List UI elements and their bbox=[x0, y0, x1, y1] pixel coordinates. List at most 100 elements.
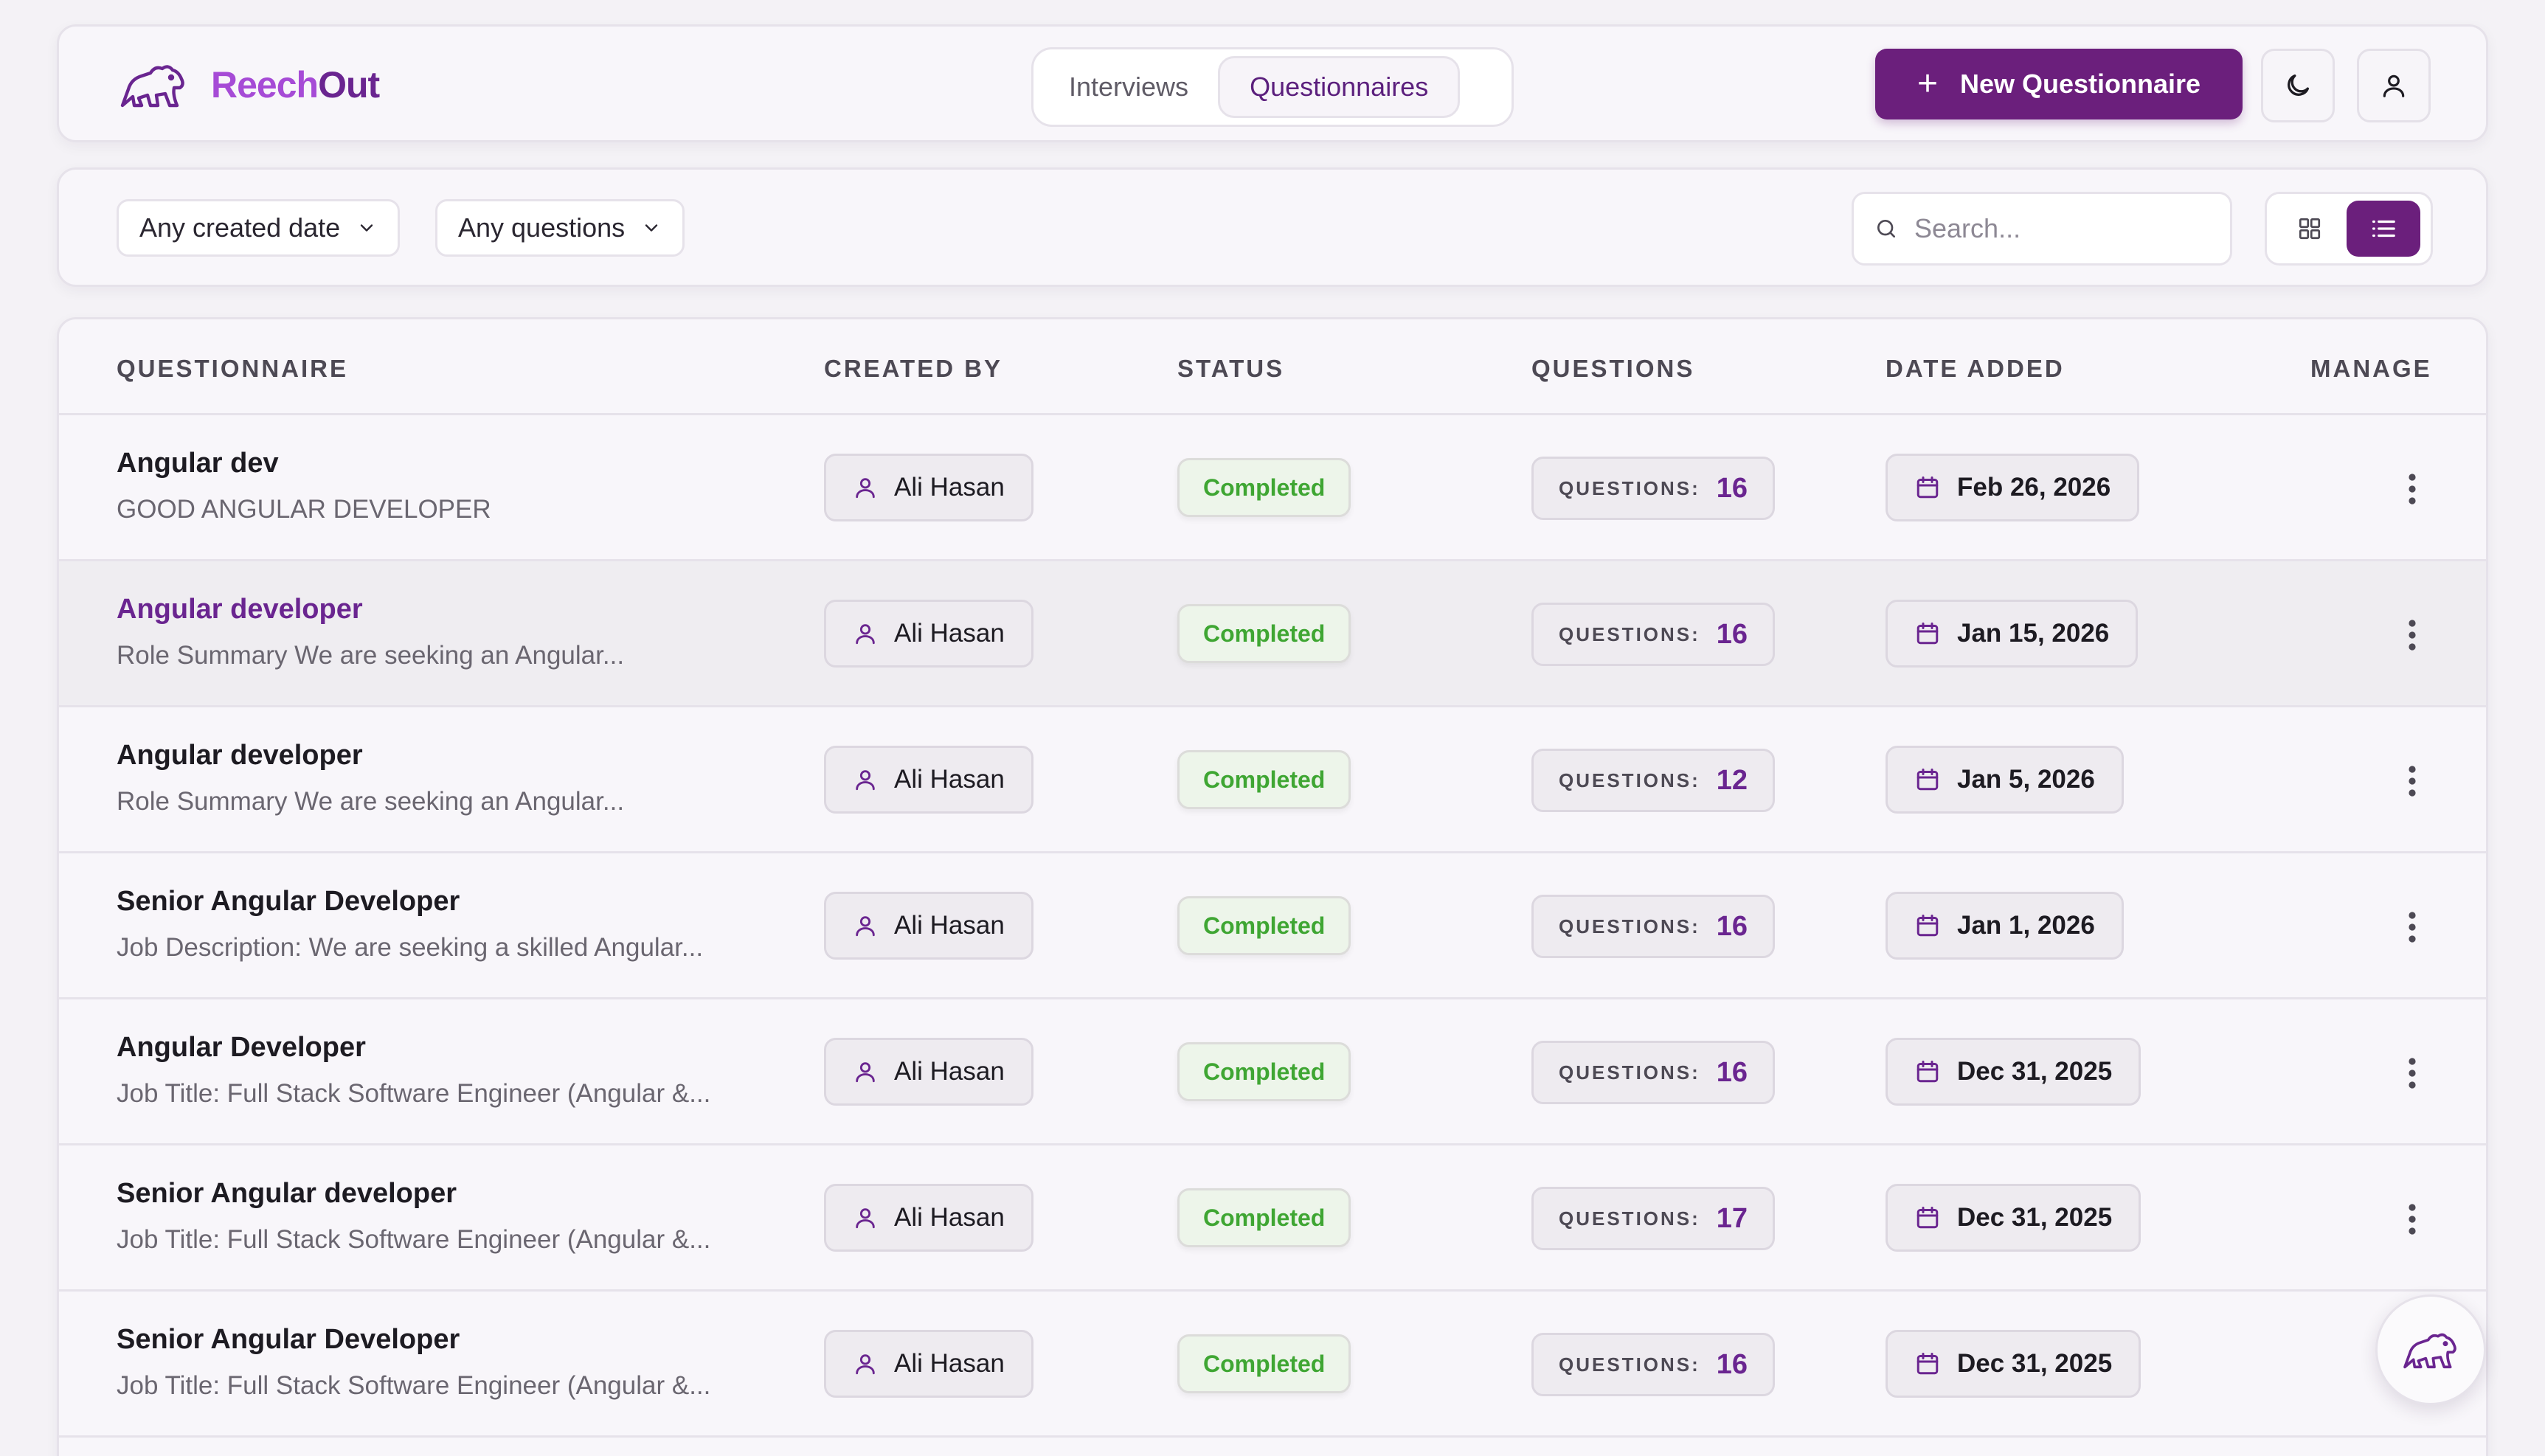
questionnaire-title[interactable]: Senior Angular Developer bbox=[117, 1324, 460, 1355]
user-icon bbox=[856, 770, 875, 791]
date-added-value: Dec 31, 2025 bbox=[1957, 1057, 2113, 1086]
question-count-label: QUESTIONS: bbox=[1559, 1061, 1700, 1084]
status-badge: Completed bbox=[1177, 604, 1351, 663]
table-row[interactable]: Angular Developer Job Title: Full Stack … bbox=[59, 999, 2486, 1145]
calendar-icon bbox=[1916, 623, 1939, 645]
question-count-badge: QUESTIONS: 17 bbox=[1531, 1187, 1776, 1250]
questions-filter-label: Any questions bbox=[458, 212, 626, 243]
date-added-value: Jan 1, 2026 bbox=[1957, 911, 2095, 940]
user-profile-button[interactable] bbox=[2357, 49, 2431, 122]
creator-name: Ali Hasan bbox=[894, 619, 1005, 648]
bear-logo-icon bbox=[120, 65, 184, 108]
question-count-badge: QUESTIONS: 16 bbox=[1531, 1333, 1776, 1396]
main-tabs: Interviews Questionnaires bbox=[1031, 47, 1514, 127]
question-count-badge: QUESTIONS: 16 bbox=[1531, 1041, 1776, 1104]
created-by-chip: Ali Hasan bbox=[824, 1330, 1033, 1398]
created-by-chip: Ali Hasan bbox=[824, 1184, 1033, 1252]
creator-name: Ali Hasan bbox=[894, 1203, 1005, 1232]
column-header-questionnaire[interactable]: QUESTIONNAIRE bbox=[117, 355, 349, 382]
date-added-chip: Jan 5, 2026 bbox=[1886, 746, 2124, 814]
assistant-fab[interactable] bbox=[2375, 1294, 2486, 1405]
questionnaire-title[interactable]: Angular dev bbox=[117, 448, 279, 479]
date-added-chip: Dec 31, 2025 bbox=[1886, 1184, 2141, 1252]
created-by-chip: Ali Hasan bbox=[824, 746, 1033, 814]
row-menu-button[interactable] bbox=[2390, 1197, 2434, 1241]
questionnaire-title[interactable]: Angular Developer bbox=[117, 1032, 366, 1063]
status-badge: Completed bbox=[1177, 896, 1351, 955]
table-row[interactable]: Angular developer Role Summary We are se… bbox=[59, 561, 2486, 707]
question-count-label: QUESTIONS: bbox=[1559, 623, 1700, 645]
user-icon bbox=[856, 624, 875, 645]
creator-name: Ali Hasan bbox=[894, 1349, 1005, 1378]
search-input[interactable] bbox=[1914, 213, 2209, 244]
grid-view-button[interactable] bbox=[2273, 201, 2347, 257]
date-added-value: Jan 5, 2026 bbox=[1957, 765, 2095, 794]
date-added-value: Dec 31, 2025 bbox=[1957, 1349, 2113, 1378]
questions-filter[interactable]: Any questions bbox=[435, 199, 685, 257]
kebab-menu-icon bbox=[2409, 1058, 2416, 1089]
chevron-down-icon bbox=[361, 224, 373, 232]
table-row[interactable]: Senior Angular Developer Job Description… bbox=[59, 853, 2486, 999]
questionnaire-description: Job Title: Full Stack Software Engineer … bbox=[117, 1225, 711, 1254]
row-menu-button[interactable] bbox=[2390, 759, 2434, 803]
date-added-value: Dec 31, 2025 bbox=[1957, 1203, 2113, 1232]
new-questionnaire-button[interactable]: + New Questionnaire bbox=[1875, 49, 2243, 119]
column-header-status[interactable]: STATUS bbox=[1177, 355, 1285, 382]
question-count-label: QUESTIONS: bbox=[1559, 1207, 1700, 1230]
creator-name: Ali Hasan bbox=[894, 911, 1005, 940]
calendar-icon bbox=[1916, 1061, 1939, 1083]
date-added-chip: Dec 31, 2025 bbox=[1886, 1330, 2141, 1398]
question-count-value: 16 bbox=[1716, 472, 1748, 504]
row-menu-button[interactable] bbox=[2390, 1051, 2434, 1095]
date-added-chip: Jan 15, 2026 bbox=[1886, 600, 2139, 668]
chevron-down-icon bbox=[645, 224, 658, 232]
questionnaire-description: Role Summary We are seeking an Angular..… bbox=[117, 787, 625, 816]
date-added-chip: Dec 31, 2025 bbox=[1886, 1038, 2141, 1106]
theme-toggle-button[interactable] bbox=[2261, 49, 2335, 122]
tab-questionnaires[interactable]: Questionnaires bbox=[1218, 56, 1461, 118]
question-count-badge: QUESTIONS: 16 bbox=[1531, 603, 1776, 666]
calendar-icon bbox=[1916, 769, 1939, 791]
user-icon bbox=[856, 1208, 875, 1229]
bear-assistant-icon bbox=[2403, 1333, 2456, 1369]
status-badge: Completed bbox=[1177, 458, 1351, 517]
user-icon bbox=[2383, 74, 2405, 97]
created-date-filter[interactable]: Any created date bbox=[117, 199, 401, 257]
app-name: ReechOut bbox=[211, 64, 380, 105]
moon-icon bbox=[2288, 74, 2309, 96]
created-date-filter-label: Any created date bbox=[139, 212, 341, 243]
questionnaire-title[interactable]: Senior Angular developer bbox=[117, 1178, 457, 1209]
table-row[interactable]: Senior Angular Developer Job Title: Full… bbox=[59, 1292, 2486, 1438]
question-count-label: QUESTIONS: bbox=[1559, 915, 1700, 937]
question-count-value: 16 bbox=[1716, 1348, 1748, 1380]
user-icon bbox=[856, 1062, 875, 1083]
question-count-label: QUESTIONS: bbox=[1559, 1353, 1700, 1376]
column-header-created-by[interactable]: CREATED BY bbox=[824, 355, 1003, 382]
app-logo[interactable]: ReechOut bbox=[118, 59, 380, 111]
row-menu-button[interactable] bbox=[2390, 613, 2434, 657]
questionnaire-table: QUESTIONNAIRE CREATED BY STATUS QUESTION… bbox=[57, 317, 2488, 1456]
questionnaire-title[interactable]: Angular developer bbox=[117, 740, 363, 771]
table-row[interactable]: Angular dev GOOD ANGULAR DEVELOPER Ali H… bbox=[59, 415, 2486, 561]
date-added-value: Feb 26, 2026 bbox=[1957, 473, 2111, 502]
questionnaire-title[interactable]: Senior Angular Developer bbox=[117, 886, 460, 917]
table-row[interactable]: Angular developer Role Summary We are se… bbox=[59, 707, 2486, 853]
questionnaire-description: Job Description: We are seeking a skille… bbox=[117, 933, 704, 962]
column-header-manage: MANAGE bbox=[2310, 355, 2432, 382]
column-header-date-added[interactable]: DATE ADDED bbox=[1886, 355, 2065, 382]
table-row[interactable]: Senior Angular developer Job Title: Full… bbox=[59, 1145, 2486, 1292]
date-added-chip: Jan 1, 2026 bbox=[1886, 892, 2124, 960]
row-menu-button[interactable] bbox=[2390, 467, 2434, 511]
view-mode-toggle bbox=[2265, 192, 2433, 266]
questionnaire-description: Role Summary We are seeking an Angular..… bbox=[117, 641, 625, 670]
list-view-button[interactable] bbox=[2347, 201, 2420, 257]
column-header-questions[interactable]: QUESTIONS bbox=[1531, 355, 1695, 382]
questionnaire-title[interactable]: Angular developer bbox=[117, 594, 363, 625]
filter-bar: Any created date Any questions bbox=[57, 167, 2488, 287]
question-count-value: 16 bbox=[1716, 618, 1748, 650]
kebab-menu-icon bbox=[2409, 766, 2416, 797]
search-box[interactable] bbox=[1852, 192, 2232, 266]
question-count-label: QUESTIONS: bbox=[1559, 476, 1700, 499]
row-menu-button[interactable] bbox=[2390, 905, 2434, 949]
tab-interviews[interactable]: Interviews bbox=[1069, 72, 1189, 102]
